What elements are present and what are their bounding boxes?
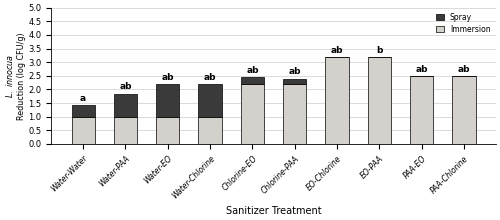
Bar (326, 57, 348, 144)
Bar (156, 117, 180, 144)
Bar (241, 77, 264, 84)
Bar (72, 105, 95, 117)
Bar (156, 84, 180, 117)
Bar (410, 76, 434, 144)
Bar (114, 117, 137, 144)
Bar (198, 117, 222, 144)
Text: ab: ab (246, 66, 258, 75)
Bar (452, 76, 475, 144)
Bar (241, 84, 264, 144)
Text: ab: ab (119, 82, 132, 91)
Bar (283, 84, 306, 144)
Bar (114, 94, 137, 117)
Y-axis label: $\it{L.\ innocua}$
Reduction (log CFU/g): $\it{L.\ innocua}$ Reduction (log CFU/g) (4, 32, 26, 120)
Bar (368, 57, 391, 144)
Text: b: b (376, 46, 382, 55)
Text: ab: ab (416, 65, 428, 74)
Text: ab: ab (458, 65, 470, 74)
Text: a: a (80, 94, 86, 103)
Bar (198, 84, 222, 117)
X-axis label: Sanitizer Treatment: Sanitizer Treatment (226, 206, 322, 216)
Legend: Spray, Immersion: Spray, Immersion (434, 11, 492, 36)
Text: ab: ab (162, 73, 174, 82)
Text: ab: ab (331, 46, 344, 55)
Bar (72, 117, 95, 144)
Text: ab: ab (288, 67, 301, 76)
Text: ab: ab (204, 73, 216, 82)
Bar (283, 79, 306, 84)
